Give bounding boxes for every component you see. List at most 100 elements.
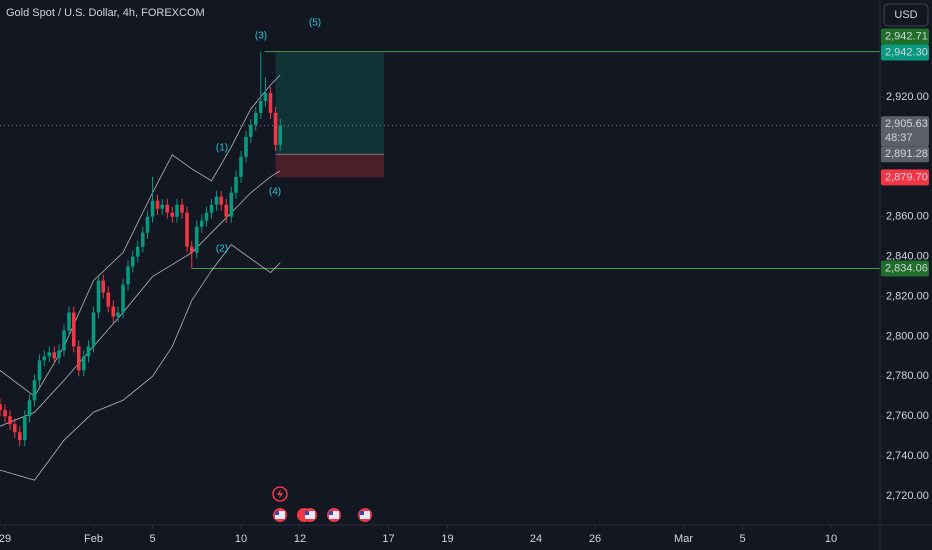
- x-tick-label: 26: [589, 533, 601, 545]
- flag-icon[interactable]: [273, 508, 287, 522]
- candle-body: [204, 212, 209, 221]
- candle-body: [17, 432, 22, 441]
- candle-body: [140, 232, 145, 247]
- band-middle: [0, 170, 281, 427]
- x-tick-label: 19: [441, 533, 453, 545]
- candle-body: [273, 112, 278, 145]
- wave-label: (2): [216, 244, 228, 255]
- price-tag-label: 2,905.63: [885, 118, 928, 130]
- candle-body: [239, 156, 243, 177]
- candle-body: [165, 204, 170, 213]
- candle-body: [209, 204, 214, 213]
- candle-body: [121, 284, 125, 313]
- x-tick-label: 17: [382, 533, 394, 545]
- y-tick-label: 2,840.00: [886, 251, 929, 263]
- candle-body: [106, 292, 111, 307]
- candle-body: [160, 204, 165, 209]
- candle-body: [116, 312, 120, 317]
- candle-body: [219, 196, 224, 205]
- candle-body: [22, 416, 27, 441]
- candle-body: [194, 226, 199, 253]
- wave-label: (4): [269, 187, 281, 198]
- candle-body: [224, 204, 229, 217]
- candle-body: [130, 256, 135, 267]
- candle-body: [244, 136, 248, 157]
- y-tick-label: 2,800.00: [886, 330, 929, 342]
- candle-body: [12, 424, 17, 433]
- candle-body: [175, 204, 179, 217]
- candle-body: [185, 212, 189, 247]
- price-tag: [881, 260, 929, 277]
- flag-icon[interactable]: [358, 508, 372, 522]
- x-tick-label: 10: [825, 533, 837, 545]
- wave-label: (5): [309, 18, 321, 29]
- candle-body: [253, 112, 258, 125]
- price-tag-label: 2,834.06: [885, 262, 928, 274]
- y-tick-label: 2,860.00: [886, 211, 929, 223]
- x-tick-label: 24: [530, 533, 542, 545]
- candle-body: [3, 410, 7, 417]
- price-tag-label: 2,942.30: [885, 46, 928, 58]
- candle-body: [126, 266, 130, 285]
- candle-body: [71, 312, 76, 347]
- candle-body: [180, 204, 184, 213]
- candle-body: [57, 350, 61, 359]
- candle-body: [81, 356, 86, 371]
- x-tick-label: Mar: [674, 533, 693, 545]
- band-lower: [0, 244, 281, 481]
- candle-body: [189, 246, 194, 253]
- candle-body: [234, 176, 238, 193]
- chart-title: Gold Spot / U.S. Dollar, 4h, FOREXCOM: [6, 7, 205, 19]
- candle-body: [86, 346, 91, 357]
- candle-body: [229, 192, 234, 217]
- candle-body: [268, 92, 273, 113]
- x-tick-label: Feb: [84, 533, 103, 545]
- candle-body: [52, 352, 57, 359]
- price-tag: [881, 146, 929, 163]
- wave-label: (3): [255, 31, 267, 42]
- candle-body: [0, 404, 2, 411]
- price-tag-label: 2,942.71: [885, 30, 928, 42]
- candle-body: [96, 280, 101, 313]
- currency-label[interactable]: USD: [894, 9, 917, 21]
- y-tick-label: 2,760.00: [886, 410, 929, 422]
- y-tick-label: 2,740.00: [886, 450, 929, 462]
- candle-body: [91, 312, 96, 347]
- x-tick-label: 10: [235, 533, 247, 545]
- candle-body: [263, 92, 268, 101]
- candle-body: [62, 330, 66, 351]
- candle-body: [42, 356, 47, 361]
- price-tag: [881, 116, 929, 147]
- candle-body: [101, 280, 106, 293]
- candle-body: [278, 125, 283, 145]
- price-tag-label: 2,879.70: [885, 171, 928, 183]
- flag-icon[interactable]: [327, 508, 341, 522]
- price-tag: [881, 28, 929, 45]
- x-tick-label: 5: [149, 533, 155, 545]
- profit-zone: [275, 52, 385, 155]
- price-tag: [881, 169, 929, 186]
- flag-icon[interactable]: [297, 508, 317, 522]
- currency-button[interactable]: [883, 3, 929, 27]
- countdown: 48:37: [885, 132, 913, 144]
- candle-body: [258, 100, 263, 113]
- candle-body: [248, 124, 253, 137]
- x-tick-label: 12: [294, 533, 306, 545]
- price-tag: [881, 44, 929, 61]
- candle-body: [155, 200, 160, 209]
- candle-body: [199, 220, 204, 227]
- y-tick-label: 2,820.00: [886, 290, 929, 302]
- candle-body: [8, 416, 12, 425]
- y-tick-label: 2,920.00: [886, 91, 929, 103]
- candle-body: [37, 360, 42, 381]
- candle-body: [67, 312, 71, 331]
- candle-body: [47, 352, 52, 357]
- candle-body: [214, 196, 219, 205]
- x-tick-label: 5: [739, 533, 745, 545]
- wave-label: (1): [216, 143, 228, 154]
- event-icons: [272, 486, 372, 522]
- candle-body: [27, 400, 32, 417]
